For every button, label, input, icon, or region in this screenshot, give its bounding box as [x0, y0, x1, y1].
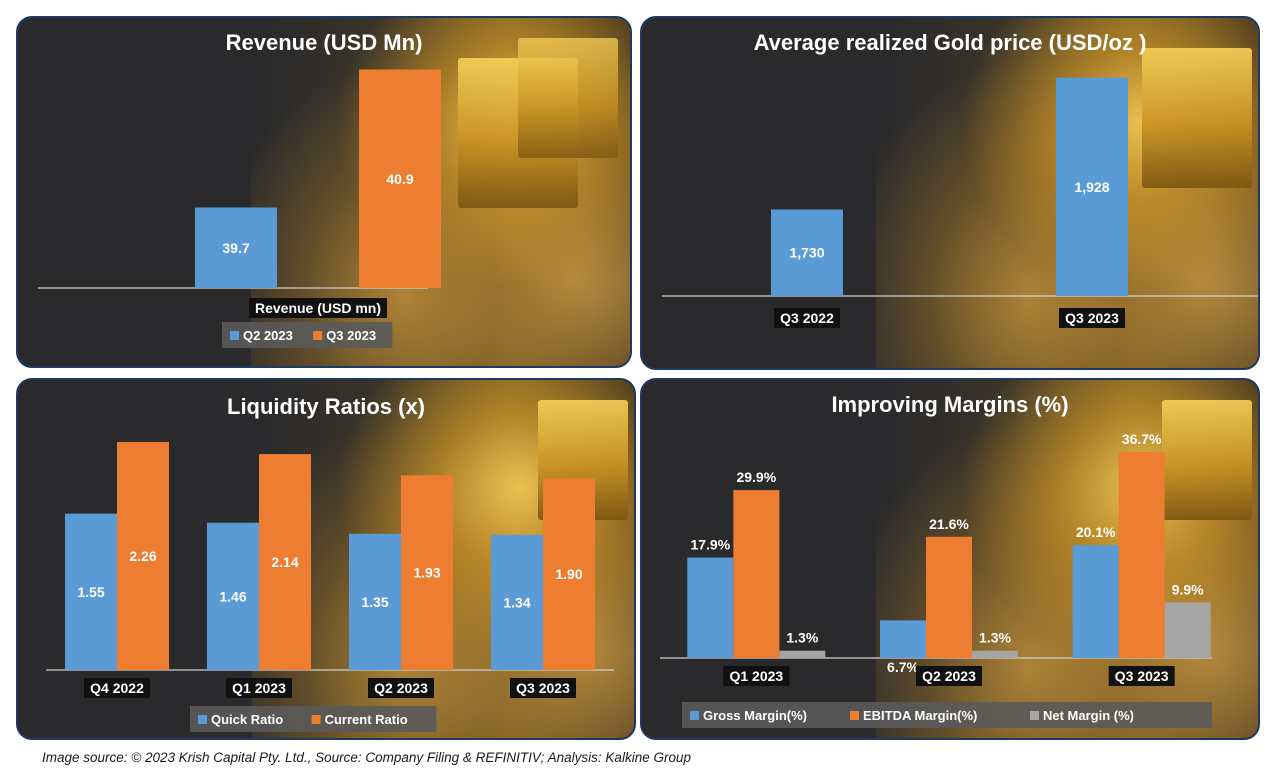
legend-swatch: [198, 715, 207, 724]
category-label-bg: [510, 678, 576, 698]
legend-swatch: [690, 711, 699, 720]
bar-gross-margin--0: [687, 557, 734, 658]
category-label: Q2 2023: [374, 680, 428, 696]
category-label-bg: [723, 666, 790, 686]
data-label: 1.3%: [786, 630, 818, 646]
category-label-bg: [226, 678, 292, 698]
category-label-bg: [774, 308, 840, 328]
category-label-bg: [916, 666, 982, 686]
bar-current-ratio-2: [401, 475, 453, 670]
bar-ebitda-margin--0: [733, 490, 780, 658]
bar-net-margin--1: [972, 650, 1018, 658]
data-label: 1.93: [413, 565, 440, 581]
data-label: 1.3%: [979, 630, 1011, 646]
legend: [222, 322, 393, 348]
legend-swatch: [1030, 711, 1039, 720]
bar-q2-2023-0: [195, 207, 277, 288]
gold-price-panel: Average realized Gold price (USD/oz ) 1,7…: [640, 16, 1260, 370]
category-label-bg: [1108, 666, 1175, 686]
margins-panel: Improving Margins (%) 17.9% 29.9% 1.3% Q1 20…: [640, 378, 1260, 740]
data-label: 1.46: [219, 588, 246, 604]
data-label: 1.35: [361, 594, 388, 610]
revenue-chart: Revenue (USD Mn) 39.7 40.9 Revenue (USD mn)…: [38, 30, 441, 348]
category-label-bg: [368, 678, 434, 698]
legend-swatch: [230, 331, 239, 340]
data-label: 9.9%: [1172, 581, 1204, 597]
data-label: 21.6%: [929, 516, 969, 532]
chart-title: Improving Margins (%): [831, 392, 1068, 417]
category-label: Q1 2023: [232, 680, 286, 696]
image-source-footer: Image source: © 2023 Krish Capital Pty. …: [42, 750, 691, 765]
category-label: Q1 2023: [729, 668, 783, 684]
legend-label: Q3 2023: [326, 328, 376, 343]
legend-label: Q2 2023: [243, 328, 293, 343]
bar-current-ratio-3: [543, 478, 595, 670]
category-label: Q3 2023: [1065, 310, 1119, 326]
legend-swatch: [850, 711, 859, 720]
bar-quick-ratio-0: [65, 513, 117, 670]
chart-title: Average realized Gold price (USD/oz ): [754, 30, 1147, 55]
category-label-bg: [84, 678, 150, 698]
margins-chart: Improving Margins (%) 17.9% 29.9% 1.3% Q1 20…: [660, 392, 1212, 728]
legend-label: Net Margin (%): [1043, 708, 1134, 723]
liquidity-panel: Liquidity Ratios (x) 1.55 2.26 Q4 2022 1.46 2…: [16, 378, 636, 740]
category-label-bg: [1059, 308, 1125, 328]
data-label: 1,730: [789, 245, 824, 261]
category-label: Revenue (USD mn): [255, 300, 381, 316]
legend-label: Gross Margin(%): [703, 708, 807, 723]
legend-swatch: [313, 331, 323, 340]
bar-quick-ratio-3: [491, 534, 543, 670]
data-label: 17.9%: [690, 537, 730, 553]
bar-ebitda-margin--2: [1118, 452, 1165, 658]
liquidity-chart: Liquidity Ratios (x) 1.55 2.26 Q4 2022 1.46 2…: [46, 394, 614, 732]
data-label: 36.7%: [1122, 431, 1162, 447]
data-label: 1,928: [1074, 179, 1109, 195]
bar-gold-price-0: [771, 209, 843, 296]
category-label: Q3 2022: [780, 310, 834, 326]
chart-title: Liquidity Ratios (x): [227, 394, 425, 419]
data-label: 1.55: [77, 584, 104, 600]
data-label: 20.1%: [1076, 524, 1116, 540]
data-label: 2.26: [129, 548, 156, 564]
gold-price-chart: Average realized Gold price (USD/oz ) 1,7…: [662, 30, 1258, 328]
bar-current-ratio-1: [259, 454, 311, 670]
data-label: 6.7%: [887, 659, 919, 675]
bar-net-margin--2: [1164, 602, 1211, 658]
data-label: 29.9%: [736, 469, 776, 485]
bar-ebitda-margin--1: [926, 536, 972, 658]
bar-q3-2023-0: [359, 69, 441, 288]
chart-title: Revenue (USD Mn): [226, 30, 423, 55]
legend-label: Current Ratio: [325, 712, 408, 727]
legend-label: EBITDA Margin(%): [863, 708, 977, 723]
data-label: 2.14: [271, 554, 298, 570]
bar-gross-margin--2: [1072, 545, 1119, 658]
category-label: Q2 2023: [922, 668, 976, 684]
category-label: Q3 2023: [516, 680, 570, 696]
bar-net-margin--0: [779, 650, 826, 658]
bar-current-ratio-0: [117, 442, 169, 670]
revenue-panel: Revenue (USD Mn) 39.7 40.9 Revenue (USD mn)…: [16, 16, 632, 368]
legend: [682, 702, 1212, 728]
bar-quick-ratio-2: [349, 533, 401, 670]
data-label: 40.9: [386, 171, 413, 187]
bar-gold-price-1: [1056, 77, 1128, 296]
gold-bar-image: [1162, 400, 1252, 520]
legend-label: Quick Ratio: [211, 712, 283, 727]
bar-gross-margin--1: [880, 620, 926, 658]
gold-bar-image: [1142, 48, 1252, 188]
data-label: 39.7: [222, 240, 249, 256]
category-label-bg: [249, 298, 387, 318]
legend-swatch: [311, 715, 321, 724]
data-label: 1.34: [503, 594, 530, 610]
data-label: 1.90: [555, 566, 582, 582]
bar-quick-ratio-1: [207, 522, 259, 670]
category-label: Q3 2023: [1115, 668, 1169, 684]
category-label: Q4 2022: [90, 680, 144, 696]
